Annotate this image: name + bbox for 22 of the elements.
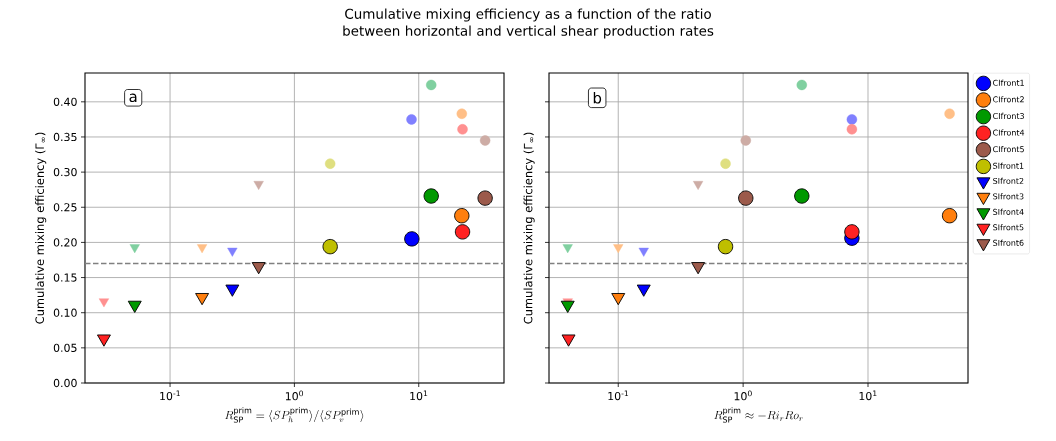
- y-tick-label: 0.35: [53, 132, 77, 142]
- y-tick-label: 0.40: [53, 97, 77, 106]
- x-tick-label: 10$^{-1}$: [608, 390, 629, 401]
- x-axis-title: $R_{\mathrm{SP}}^{\mathrm{prim}} = \langle SP_h^{\mathrm{prim}}\rangle/\langle SP_v^{\mathrm{prim}}\rangle$: [225, 407, 364, 423]
- x-tick-label: 10$^{1}$: [859, 390, 877, 401]
- x-tick-label: 10$^{0}$: [285, 390, 304, 401]
- annotation: b: [593, 92, 602, 104]
- y-tick-label: 0.10: [53, 308, 77, 317]
- y-axis-title: Cumulative mixing efficiency (Γ$_{∞}$): [523, 132, 535, 324]
- x-axis-title: $R_{\mathrm{SP}}^{\mathrm{prim}} \approx -Ri_r Ro_r$: [714, 407, 803, 423]
- y-tick-label: 0.20: [53, 238, 77, 247]
- y-axis-title: Cumulative mixing efficiency (Γ$_{∞}$): [35, 132, 47, 324]
- y-tick-label: 0.30: [53, 167, 77, 177]
- chart-title: Cumulative mixing efficiency as a function of the ratio between horizontal and vertical shear production rates: [343, 8, 714, 39]
- x-tick-label: 10$^{1}$: [410, 390, 428, 401]
- y-tick-label: 0.25: [53, 203, 77, 212]
- x-tick-label: 10$^{-1}$: [160, 390, 180, 401]
- y-tick-label: 0.00: [53, 378, 77, 388]
- x-tick-label: 10$^{0}$: [734, 390, 752, 401]
- y-tick-label: 0.15: [53, 273, 77, 282]
- annotation: a: [129, 93, 137, 103]
- y-tick-label: 0.05: [53, 343, 77, 352]
